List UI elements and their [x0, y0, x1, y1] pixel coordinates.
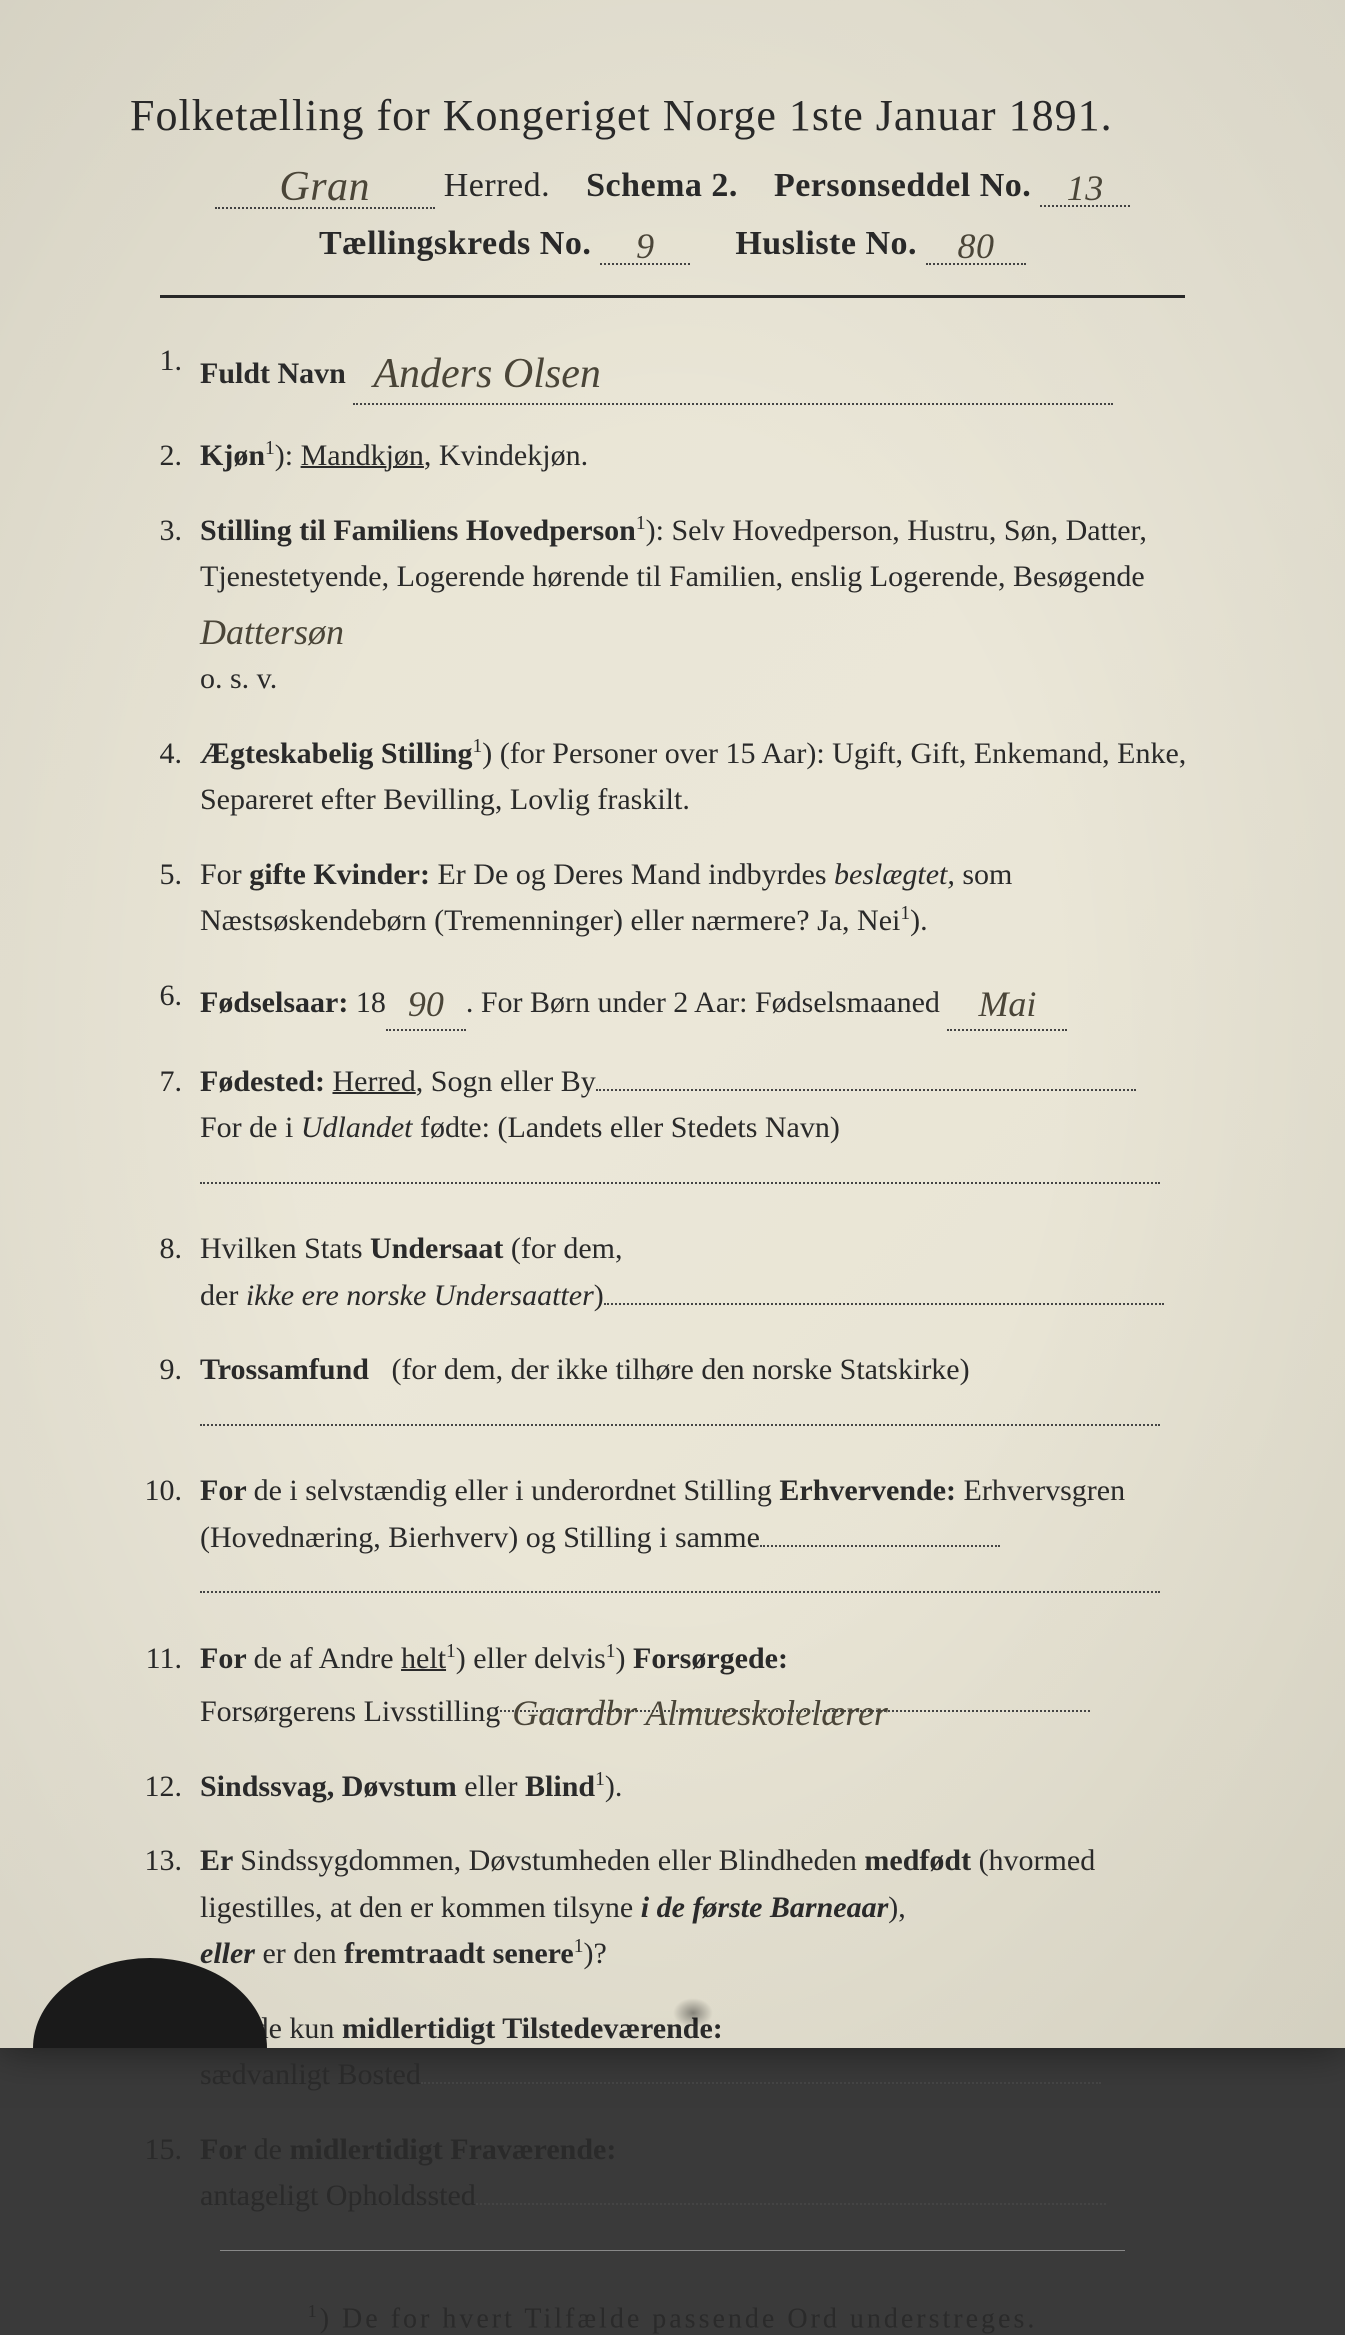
personseddel-no-hw: 13 [1067, 167, 1104, 209]
personseddel-label: Personseddel No. [774, 167, 1031, 204]
item-8: 8. Hvilken Stats Undersaat (for dem, der… [140, 1226, 1225, 1319]
item-num: 9. [140, 1347, 200, 1394]
item-num: 2. [140, 433, 200, 480]
item-label: Fødselsaar: [200, 986, 348, 1019]
item-label: Undersaat [370, 1232, 503, 1265]
item-12: 12. Sindssvag, Døvstum eller Blind1). [140, 1764, 1225, 1811]
item-num: 10. [140, 1468, 200, 1515]
item-num: 4. [140, 731, 200, 778]
item-num: 6. [140, 973, 200, 1020]
item-6: 6. Fødselsaar: 1890. For Børn under 2 Aa… [140, 973, 1225, 1031]
year-hw: 90 [408, 977, 444, 1033]
relation-hw: Dattersøn [200, 605, 344, 661]
herred-handwritten: Gran [279, 163, 370, 211]
item-label: medfødt [864, 1844, 971, 1877]
item-num: 3. [140, 508, 200, 555]
item-num: 7. [140, 1059, 200, 1106]
name-hw: Anders Olsen [373, 342, 600, 407]
item-label: Stilling til Familiens Hovedperson [200, 514, 636, 547]
item-num: 8. [140, 1226, 200, 1273]
item-15: 15. For de midlertidigt Fraværende: anta… [140, 2127, 1225, 2220]
item-label: Forsørgede: [633, 1642, 788, 1675]
header-row-2: Tællingskreds No. 9 Husliste No. 80 [100, 221, 1245, 265]
header-row-1: Gran Herred. Schema 2. Personseddel No. … [100, 159, 1245, 209]
census-form-page: Folketælling for Kongeriget Norge 1ste J… [0, 0, 1345, 2048]
item-label: midlertidigt Fraværende: [289, 2133, 616, 2166]
item-label: Kjøn [200, 439, 265, 472]
item-3: 3. Stilling til Familiens Hovedperson1):… [140, 508, 1225, 703]
item-label: Fødested: [200, 1065, 325, 1098]
selected-gender: Mandkjøn [301, 439, 424, 472]
item-num: 12. [140, 1764, 200, 1811]
item-4: 4. Ægteskabelig Stilling1) (for Personer… [140, 731, 1225, 824]
tkreds-label: Tællingskreds No. [319, 225, 591, 262]
item-10: 10. For de i selvstændig eller i underor… [140, 1468, 1225, 1608]
item-label: Fuldt Navn [200, 357, 346, 390]
provider-hw: Gaardbr Almueskolelærer [512, 1686, 888, 1742]
herred-label: Herred. [444, 167, 550, 204]
item-11: 11. For de af Andre helt1) eller delvis1… [140, 1636, 1225, 1736]
item-5: 5. For gifte Kvinder: Er De og Deres Man… [140, 852, 1225, 945]
item-13: 13. Er Sindssygdommen, Døvstumheden elle… [140, 1838, 1225, 1978]
footnote: 1) De for hvert Tilfælde passende Ord un… [100, 2301, 1245, 2335]
item-num: 13. [140, 1838, 200, 1885]
form-body: 1. Fuldt Navn Anders Olsen 2. Kjøn1): Ma… [100, 338, 1245, 2220]
birthplace-underlined: Herred [332, 1065, 415, 1098]
smudge-mark [673, 1998, 713, 2028]
item-label: Trossamfund [200, 1353, 369, 1386]
schema-label: Schema 2. [586, 167, 738, 204]
tkreds-no-hw: 9 [636, 225, 655, 267]
item-1: 1. Fuldt Navn Anders Olsen [140, 338, 1225, 405]
page-title: Folketælling for Kongeriget Norge 1ste J… [130, 90, 1245, 141]
item-7: 7. Fødested: Herred, Sogn eller By For d… [140, 1059, 1225, 1199]
divider-line [160, 295, 1185, 298]
item-label: Erhvervende: [779, 1474, 956, 1507]
item-label: Ægteskabelig Stilling [200, 737, 473, 770]
husliste-no-hw: 80 [958, 225, 995, 267]
item-label: gifte Kvinder: [249, 858, 430, 891]
item-label: Sindssvag, Døvstum [200, 1770, 457, 1803]
month-hw: Mai [978, 977, 1036, 1033]
husliste-label: Husliste No. [735, 225, 917, 262]
item-num: 11. [140, 1636, 200, 1683]
item-2: 2. Kjøn1): Mandkjøn, Kvindekjøn. [140, 433, 1225, 480]
item-num: 15. [140, 2127, 200, 2174]
item-label: midlertidigt Tilstedeværende: [342, 2012, 723, 2045]
footnote-divider [220, 2250, 1125, 2251]
item-9: 9. Trossamfund (for dem, der ikke tilhør… [140, 1347, 1225, 1440]
item-num: 5. [140, 852, 200, 899]
item-num: 1. [140, 338, 200, 385]
